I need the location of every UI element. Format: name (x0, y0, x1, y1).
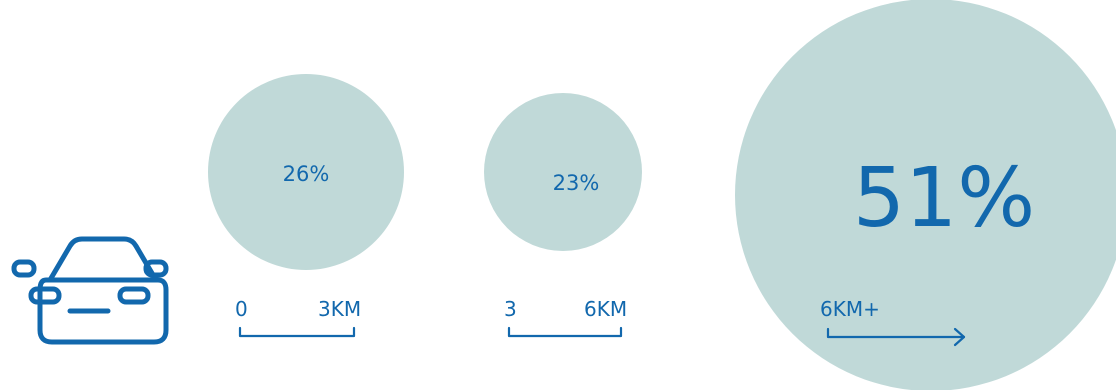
range-bracket (507, 326, 623, 338)
range-start-label: 3 (504, 297, 517, 321)
range-3-6km: 3 6KM (504, 297, 627, 338)
bubble-0-3km (208, 74, 404, 270)
range-6km-plus: 6KM+ (820, 297, 966, 347)
range-start-label: 0 (235, 297, 248, 321)
range-0-3km: 0 3KM (235, 297, 361, 338)
range-end-label: 3KM (318, 297, 361, 321)
percent-label-0-3km: 26% (283, 162, 330, 186)
bubble-3-6km (484, 93, 642, 251)
range-start-label: 6KM+ (820, 297, 880, 321)
arrow-head (953, 327, 966, 347)
range-end-label: 6KM (584, 297, 627, 321)
percent-label-3-6km: 23% (553, 171, 600, 195)
range-bracket (238, 326, 356, 338)
range-arrow (826, 327, 966, 339)
percent-label-6km-plus: 51% (853, 151, 1035, 246)
bubble-6km-plus (735, 0, 1116, 390)
bubble-group (208, 0, 1116, 390)
car-icon (11, 236, 169, 345)
